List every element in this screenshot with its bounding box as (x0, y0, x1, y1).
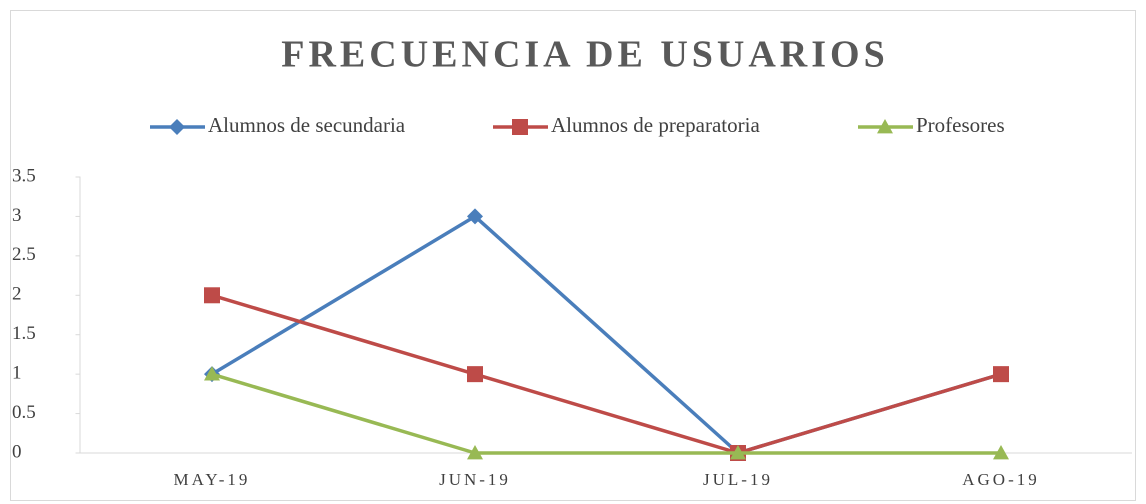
series-line (211, 372, 1001, 455)
legend-label: Profesores (916, 113, 1005, 137)
marker (467, 208, 483, 225)
series-line (211, 293, 1002, 455)
marker (204, 287, 220, 304)
legend-marker (877, 119, 893, 134)
legend-label: Alumnos de preparatoria (551, 113, 760, 137)
legend-marker (512, 119, 528, 135)
marker (467, 445, 483, 460)
y-tick-label: 1.5 (12, 323, 36, 344)
y-tick-label: 2.5 (12, 244, 36, 265)
y-tick-label: 3 (12, 205, 22, 226)
marker (467, 366, 483, 383)
y-tick-label: 0 (12, 441, 22, 462)
y-tick-label: 3.5 (12, 165, 36, 186)
y-tick-label: 0.5 (12, 402, 36, 423)
y-tick-label: 2 (12, 284, 22, 305)
marker (993, 366, 1009, 383)
marker (730, 445, 746, 460)
x-tick-label: MAY-19 (174, 470, 251, 489)
chart-title: FRECUENCIA DE USUARIOS (281, 34, 888, 76)
chart-frame (10, 10, 1136, 501)
marker (993, 445, 1009, 460)
x-tick-label: JUN-19 (439, 470, 511, 489)
legend-marker (169, 119, 185, 135)
legend-label: Alumnos de secundaria (208, 113, 406, 137)
y-tick-label: 1 (12, 363, 22, 384)
marker (204, 366, 220, 381)
x-tick-label: JUL-19 (703, 470, 773, 489)
x-tick-label: AGO-19 (962, 470, 1040, 489)
